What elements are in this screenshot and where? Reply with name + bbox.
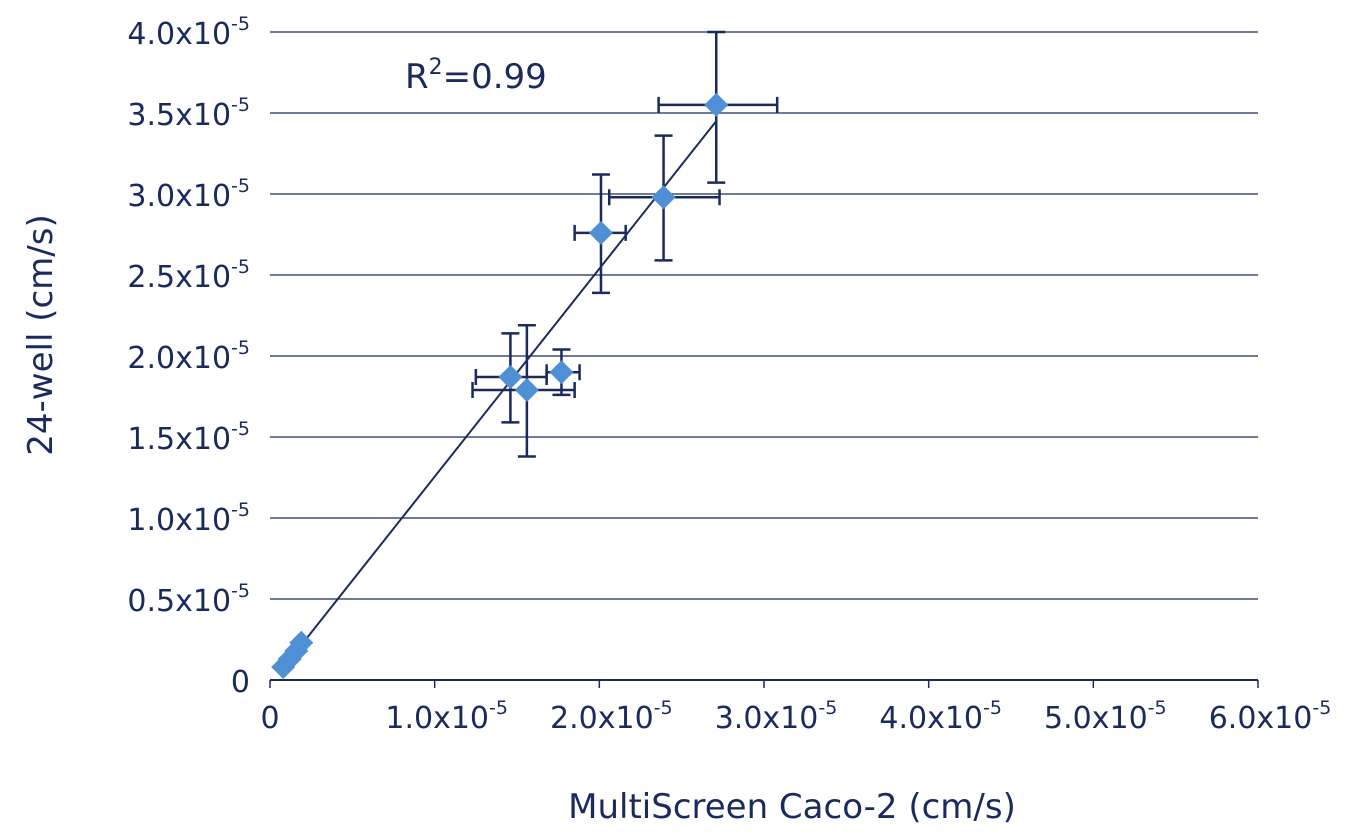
data-point xyxy=(704,92,729,117)
trendline xyxy=(285,120,718,665)
data-point xyxy=(588,220,613,245)
r-squared-annotation: R2=0.99 xyxy=(405,55,547,97)
y-tick-label: 2.0x10-5 xyxy=(127,337,250,376)
x-tick-label: 3.0x10-5 xyxy=(715,697,838,736)
y-axis-label: 24-well (cm/s) xyxy=(21,214,61,455)
y-tick-label: 0.5x10-5 xyxy=(127,580,250,619)
y-tick-label: 2.5x10-5 xyxy=(127,256,250,295)
data-point xyxy=(651,185,676,210)
x-tick-label: 1.0x10-5 xyxy=(385,697,508,736)
x-tick-label: 2.0x10-5 xyxy=(550,697,673,736)
x-tick-label: 4.0x10-5 xyxy=(879,697,1002,736)
x-tick-label: 5.0x10-5 xyxy=(1044,697,1167,736)
y-tick-label: 3.5x10-5 xyxy=(127,94,250,133)
data-point xyxy=(289,630,314,655)
y-tick-label: 3.0x10-5 xyxy=(127,175,250,214)
data-point xyxy=(498,365,523,390)
data-point xyxy=(514,378,539,403)
y-tick-label: 1.5x10-5 xyxy=(127,418,250,457)
data-point xyxy=(549,360,574,385)
y-tick-label: 1.0x10-5 xyxy=(127,499,250,538)
x-axis-label: MultiScreen Caco-2 (cm/s) xyxy=(568,787,1016,827)
y-tick-label: 4.0x10-5 xyxy=(127,13,250,52)
x-tick-label: 6.0x10-5 xyxy=(1209,697,1332,736)
x-tick-label: 0 xyxy=(260,701,279,736)
y-tick-label: 0 xyxy=(231,665,250,700)
